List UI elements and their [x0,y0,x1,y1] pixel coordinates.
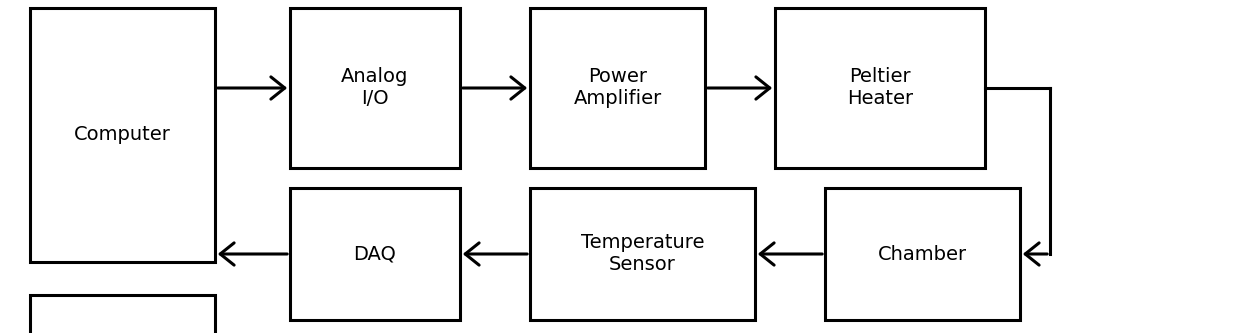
Text: DAQ: DAQ [353,244,396,263]
Text: Computer: Computer [74,126,171,145]
Text: Power
Amplifier: Power Amplifier [573,68,661,109]
Bar [290,8,460,168]
Bar [290,188,460,320]
Text: Temperature
Sensor: Temperature Sensor [581,233,704,274]
Text: Chamber: Chamber [877,244,967,263]
Bar [530,188,755,320]
Text: Analog
I/O: Analog I/O [342,68,409,109]
Bar [30,295,215,333]
Bar [530,8,705,168]
Bar [776,8,985,168]
Bar [30,8,215,262]
Bar [825,188,1019,320]
Text: Peltier
Heater: Peltier Heater [847,68,913,109]
